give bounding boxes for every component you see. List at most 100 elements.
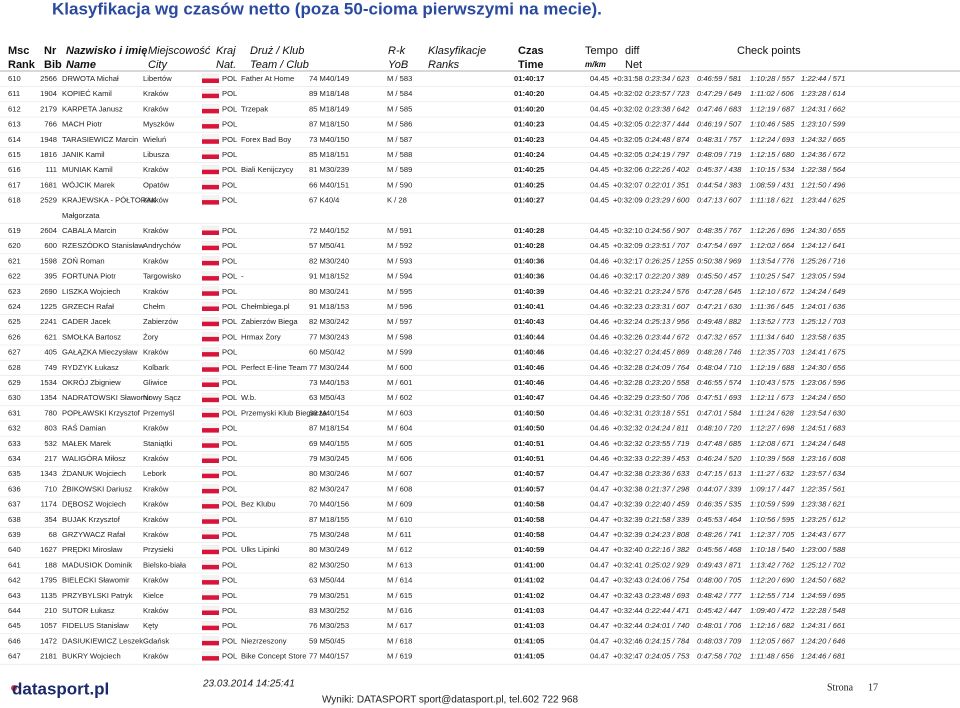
rank: 627 [8, 348, 21, 357]
tempo: 04.47 [590, 636, 609, 645]
category: 80 M30/246 [309, 469, 349, 478]
bib: 2241 [40, 317, 57, 326]
result-row: 610 2566 DRWOTA Michał Libertów POL Father At… [0, 73, 960, 87]
checkpoint: 0:24:19 / 797 [645, 150, 690, 159]
checkpoint: 1:23:58 / 635 [801, 332, 846, 341]
checkpoint: 0:47:32 / 657 [697, 332, 742, 341]
rank: 635 [8, 469, 21, 478]
diff: +0:32:33 [613, 454, 643, 463]
flag-white [201, 332, 220, 338]
club: - [241, 272, 244, 281]
category: 66 M40/151 [309, 180, 349, 189]
checkpoint: 0:48:28 / 746 [697, 348, 742, 357]
logo-text: datasport.pl [12, 679, 109, 698]
flag-red [202, 124, 219, 129]
diff: +0:32:27 [613, 348, 643, 357]
checkpoint: 0:48:09 / 719 [697, 150, 742, 159]
name: JANIK Kamil [62, 150, 105, 159]
column-header: Czas [518, 45, 544, 57]
checkpoint: 1:24:24 / 649 [801, 287, 846, 296]
checkpoint: 0:46:35 / 535 [697, 500, 742, 509]
rank: 633 [8, 439, 21, 448]
result-row: 621 1598 ZOŃ Roman Kraków POL 82 M30/240 M / 5… [0, 256, 960, 270]
diff: +0:32:24 [613, 317, 643, 326]
tempo: 04.46 [590, 408, 609, 417]
time: 01:40:58 [514, 515, 544, 524]
tempo: 04.45 [590, 165, 609, 174]
city: Przemyśl [143, 408, 175, 417]
city: Chełm [143, 302, 165, 311]
ranks: M / 616 [387, 606, 412, 615]
nat: POL [222, 378, 237, 387]
flag-white [201, 165, 220, 170]
nat: POL [222, 196, 237, 205]
diff: +0:32:02 [613, 89, 643, 98]
diff: +0:32:43 [613, 591, 643, 600]
nat: POL [222, 454, 237, 463]
column-header: Name [66, 59, 96, 71]
result-row: 638 354 BUJAK Krzysztof Kraków POL 87 M18/155… [0, 514, 960, 528]
column-header: Druż / Klub [250, 45, 304, 57]
name: MUNIAK Kamil [62, 165, 113, 174]
checkpoint: 1:12:19 / 688 [750, 363, 795, 372]
name: ZOŃ Roman [62, 256, 105, 265]
club: Trzepak [241, 104, 268, 113]
nat: POL [222, 652, 237, 661]
bib: 2690 [40, 287, 57, 296]
city: Kraków [143, 454, 169, 463]
name: KARPETA Janusz [62, 104, 123, 113]
diff: +0:32:38 [613, 484, 643, 493]
result-row: 634 217 WALIGÓRA Miłosz Kraków POL 79 M30/245… [0, 453, 960, 467]
checkpoint: 0:22:20 / 389 [645, 272, 690, 281]
checkpoint: 1:23:44 / 625 [801, 196, 846, 205]
category: 63 M50/44 [309, 576, 345, 585]
ranks: M / 596 [387, 302, 412, 311]
category: 70 M40/156 [309, 500, 349, 509]
ranks: M / 613 [387, 560, 412, 569]
checkpoint: 1:23:28 / 614 [801, 89, 845, 98]
city: Myszków [143, 120, 175, 129]
rank: 637 [8, 500, 21, 509]
column-header: m/km [585, 60, 606, 69]
name: FORTUNA Piotr [62, 272, 116, 281]
checkpoint: 1:12:15 / 680 [750, 150, 795, 159]
club: Forex Bad Boy [241, 135, 291, 144]
category: 82 M30/250 [309, 560, 349, 569]
diff: +0:32:10 [613, 226, 643, 235]
category: 79 M30/245 [309, 454, 349, 463]
category: 81 M30/239 [309, 165, 349, 174]
checkpoint: 1:12:19 / 687 [750, 104, 795, 113]
tempo: 04.45 [590, 89, 609, 98]
bib: 1795 [40, 576, 57, 585]
time: 01:40:39 [514, 287, 544, 296]
time: 01:40:47 [514, 393, 544, 402]
checkpoint: 0:47:13 / 607 [697, 196, 742, 205]
checkpoint: 0:22:16 / 382 [645, 545, 690, 554]
checkpoint: 0:48:35 / 767 [697, 226, 742, 235]
checkpoint: 1:12:20 / 690 [750, 576, 795, 585]
column-header: Net [625, 59, 642, 71]
city: Kraków [143, 348, 169, 357]
club: Bike Concept Store [241, 652, 306, 661]
flag-white [201, 636, 220, 642]
city: Żory [143, 332, 158, 341]
checkpoint: 0:47:54 / 697 [697, 241, 742, 250]
city: Bielsko-biała [143, 560, 187, 569]
checkpoint: 0:44:07 / 339 [697, 484, 742, 493]
tempo: 04.46 [590, 348, 609, 357]
checkpoint: 1:23:06 / 596 [801, 378, 846, 387]
flag-red [202, 139, 219, 144]
checkpoint: 0:25:13 / 956 [645, 317, 690, 326]
flag-white [201, 377, 220, 383]
checkpoint: 0:24:01 / 740 [645, 621, 690, 630]
column-header: Bib [44, 59, 62, 71]
checkpoint: 1:23:25 / 612 [801, 515, 846, 524]
time: 01:40:24 [514, 150, 545, 159]
checkpoint: 0:45:56 / 468 [697, 545, 742, 554]
diff: +0:32:02 [613, 104, 643, 113]
name: TARASIEWICZ Marcin [62, 135, 138, 144]
flag-white [201, 408, 220, 414]
nat: POL [222, 363, 237, 372]
logo: datasport.pl [11, 679, 109, 698]
